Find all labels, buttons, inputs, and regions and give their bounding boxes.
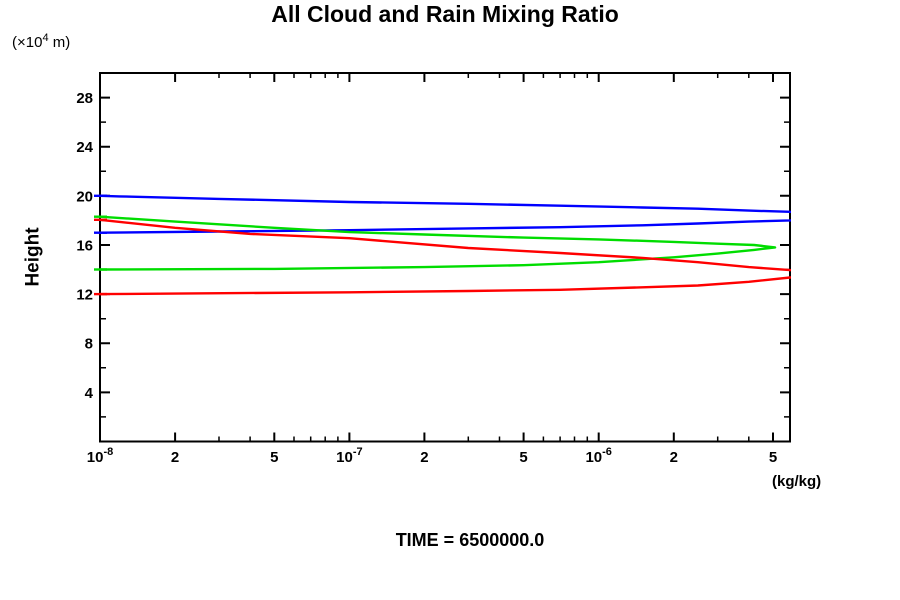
plot-frame bbox=[99, 72, 791, 443]
x-minor-ticks bbox=[218, 73, 750, 442]
x-tick-label: 2 bbox=[171, 449, 179, 466]
y-tick-label: 12 bbox=[76, 287, 93, 304]
y-tick-label: 28 bbox=[76, 90, 93, 107]
y-unit-exponent: 4 bbox=[42, 32, 49, 44]
x-tick-label: 10-7 bbox=[336, 446, 362, 466]
x-tick-label: 10-6 bbox=[585, 446, 611, 466]
y-tick-label: 20 bbox=[76, 188, 93, 205]
x-axis-unit-label: (kg/kg) bbox=[772, 473, 822, 490]
blue-profile-line bbox=[99, 194, 791, 234]
y-axis-unit-label: (×104 m) bbox=[12, 32, 71, 51]
x-tick-label: 5 bbox=[769, 449, 777, 466]
x-tick-label: 10-8 bbox=[87, 446, 113, 466]
time-caption: TIME = 6500000.0 bbox=[395, 530, 545, 550]
red-profile-line bbox=[99, 218, 791, 296]
x-major-ticks bbox=[99, 73, 774, 442]
y-tick-label: 4 bbox=[85, 385, 94, 402]
y-tick-label: 16 bbox=[76, 238, 93, 255]
y-tick-label: 24 bbox=[76, 139, 93, 156]
green-profile-line bbox=[99, 215, 777, 271]
x-tick-label: 5 bbox=[519, 449, 527, 466]
chart-title: All Cloud and Rain Mixing Ratio bbox=[271, 1, 619, 27]
x-tick-label: 2 bbox=[420, 449, 428, 466]
y-tick-label: 8 bbox=[85, 336, 93, 353]
x-tick-label: 5 bbox=[270, 449, 278, 466]
x-tick-label: 2 bbox=[670, 449, 678, 466]
